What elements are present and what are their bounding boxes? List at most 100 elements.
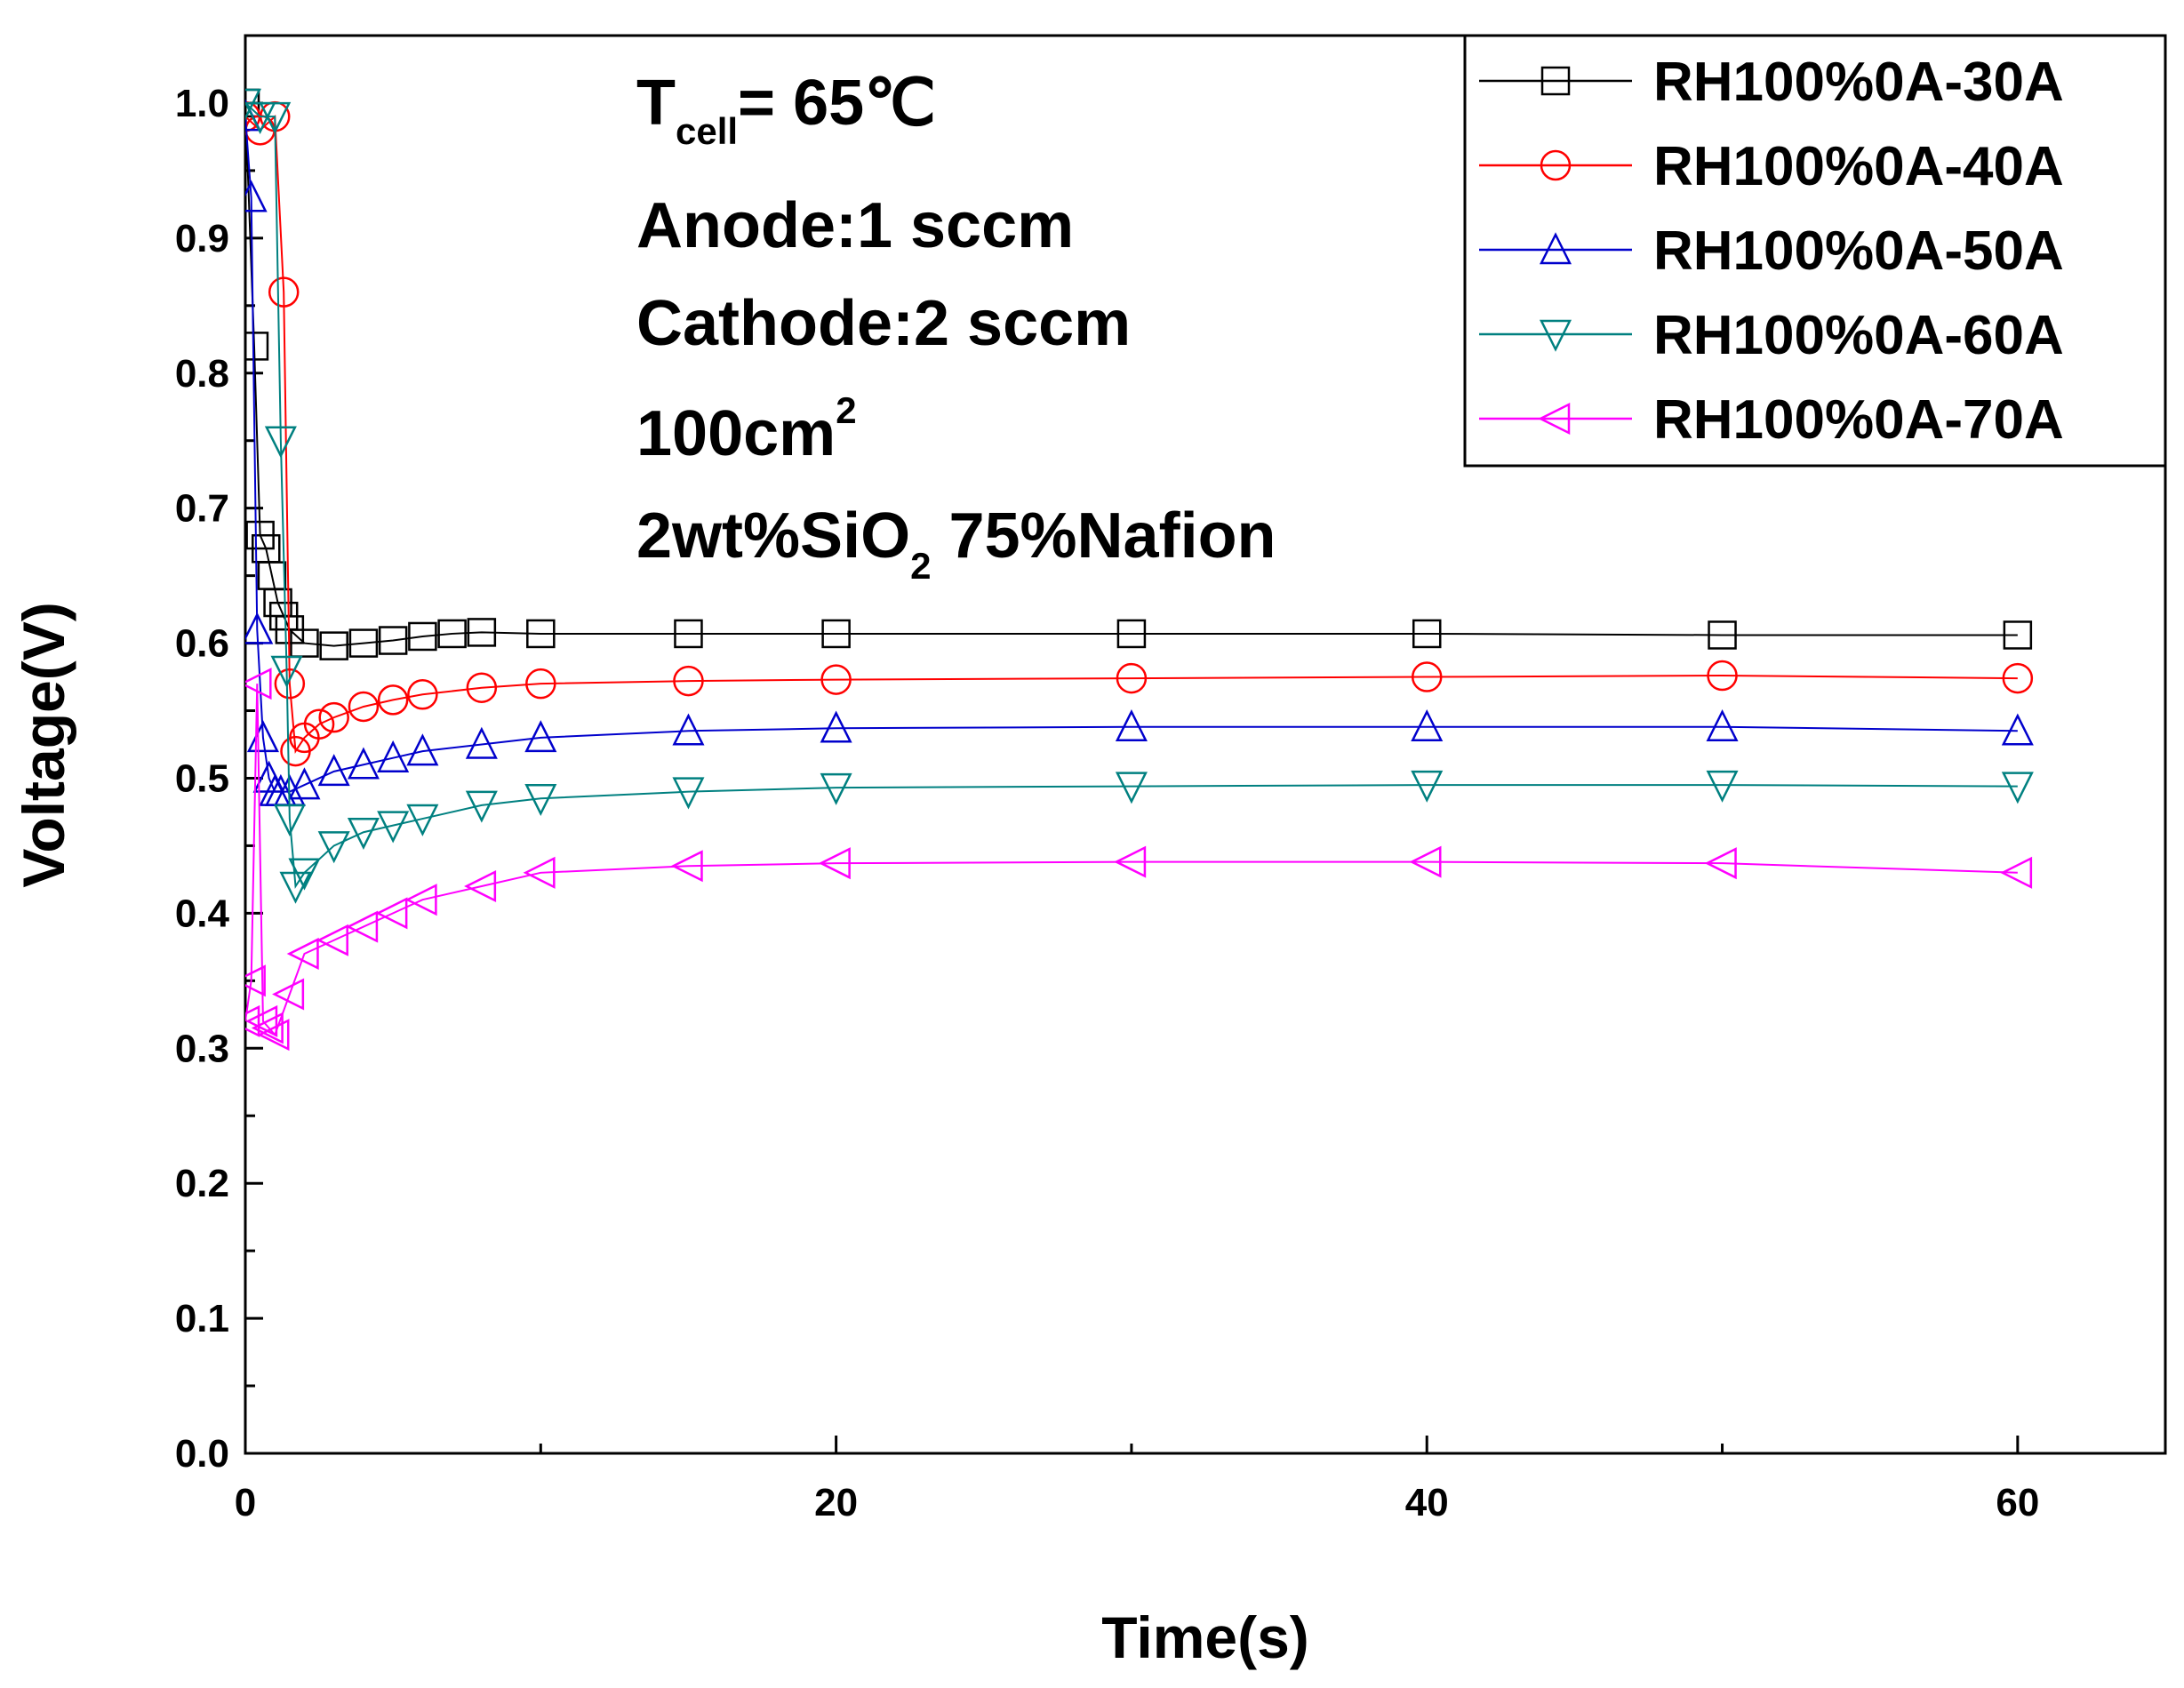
x-tick-label: 40 bbox=[1405, 1481, 1449, 1524]
data-point bbox=[279, 871, 312, 904]
legend-marker bbox=[1539, 319, 1572, 352]
data-point bbox=[465, 726, 498, 759]
series-layer bbox=[245, 88, 2034, 1052]
data-point bbox=[524, 784, 557, 817]
data-point bbox=[465, 790, 498, 823]
data-point bbox=[404, 884, 437, 916]
data-point bbox=[1115, 708, 1148, 742]
data-point bbox=[317, 754, 350, 787]
legend-item: RH100%0A-60A bbox=[1479, 305, 2064, 366]
data-point bbox=[1116, 662, 1148, 694]
data-point bbox=[1704, 847, 1737, 880]
legend-marker bbox=[1539, 232, 1572, 265]
data-point bbox=[259, 101, 292, 134]
data-point bbox=[526, 619, 556, 649]
legend-marker bbox=[1540, 149, 1572, 181]
data-point bbox=[408, 621, 437, 652]
data-point bbox=[1114, 845, 1147, 878]
data-point bbox=[1409, 845, 1442, 878]
legend-marker bbox=[1540, 66, 1571, 96]
data-point bbox=[406, 804, 439, 836]
legend-label: RH100%0A-40A bbox=[1653, 136, 2064, 197]
data-point bbox=[272, 978, 305, 1011]
y-tick-label: 0.6 bbox=[175, 622, 229, 666]
axis-ticks: 0.0 0.1 0.2 0.3 0.4 0.5 0.6 0.7 0.8 0.9 1.0 0 20 40 60 bbox=[175, 82, 2039, 1524]
data-point bbox=[523, 856, 556, 889]
legend-item: RH100%0A-50A bbox=[1479, 220, 2064, 282]
data-point bbox=[672, 777, 705, 810]
legend-item: RH100%0A-70A bbox=[1479, 389, 2064, 451]
data-point bbox=[303, 708, 335, 740]
data-point bbox=[820, 664, 852, 695]
data-point bbox=[1706, 708, 1739, 742]
data-point bbox=[245, 1004, 260, 1037]
data-point bbox=[245, 668, 272, 700]
data-point bbox=[1115, 772, 1148, 804]
legend-label: RH100%0A-30A bbox=[1653, 52, 2064, 113]
data-point bbox=[670, 850, 703, 883]
data-point bbox=[290, 628, 319, 658]
data-point bbox=[245, 180, 268, 212]
y-tick-label: 0.7 bbox=[175, 487, 229, 531]
data-point bbox=[378, 626, 408, 655]
data-point bbox=[347, 817, 380, 851]
data-point bbox=[268, 276, 300, 308]
y-tick-label: 0.0 bbox=[175, 1432, 229, 1476]
data-point bbox=[317, 831, 350, 864]
cell-temperature-annotation: Tcell= 65℃ bbox=[636, 68, 936, 152]
y-tick-label: 1.0 bbox=[175, 82, 229, 125]
data-point bbox=[264, 426, 297, 459]
data-point bbox=[316, 924, 348, 956]
y-tick-label: 0.4 bbox=[175, 892, 230, 935]
data-point bbox=[346, 910, 379, 943]
data-point bbox=[466, 672, 498, 703]
data-point bbox=[348, 628, 379, 658]
data-point bbox=[1411, 708, 1444, 742]
x-tick-label: 0 bbox=[235, 1481, 256, 1524]
data-point bbox=[467, 618, 497, 647]
data-point bbox=[2000, 856, 2033, 889]
data-point bbox=[524, 720, 557, 753]
legend-item: RH100%0A-30A bbox=[1479, 52, 2064, 113]
data-point bbox=[288, 767, 321, 800]
data-point bbox=[377, 811, 410, 844]
y-tick-label: 0.9 bbox=[175, 217, 229, 260]
data-point bbox=[1707, 660, 1738, 692]
data-point bbox=[2001, 713, 2034, 746]
data-point bbox=[406, 733, 439, 766]
y-tick-label: 0.3 bbox=[175, 1027, 229, 1070]
data-point bbox=[377, 684, 409, 716]
data-point bbox=[273, 804, 306, 836]
anode-flow-annotation: Anode:1 sccm bbox=[636, 190, 1074, 261]
plot-frame bbox=[244, 34, 2167, 1455]
data-point bbox=[2001, 772, 2034, 804]
series-line bbox=[245, 102, 2018, 889]
y-tick-label: 0.2 bbox=[175, 1162, 229, 1205]
membrane-annotation: 2wt%SiO2 75%Nafion bbox=[636, 500, 1276, 587]
data-point bbox=[1411, 661, 1443, 692]
data-point bbox=[464, 869, 497, 903]
series-rh100-0a-50a bbox=[245, 99, 2034, 806]
data-point bbox=[377, 740, 410, 772]
data-point bbox=[245, 964, 266, 997]
data-point bbox=[437, 619, 467, 649]
data-point bbox=[820, 772, 852, 805]
data-point bbox=[525, 668, 556, 700]
series-line bbox=[245, 684, 2018, 1037]
data-point bbox=[1411, 770, 1444, 803]
data-point bbox=[674, 619, 703, 649]
data-point bbox=[288, 858, 321, 891]
data-point bbox=[375, 897, 408, 930]
data-point bbox=[245, 612, 274, 644]
data-point bbox=[318, 701, 349, 733]
y-tick-label: 0.8 bbox=[175, 352, 229, 396]
data-point bbox=[1708, 620, 1737, 650]
y-tick-label: 0.1 bbox=[175, 1297, 229, 1340]
y-axis-title: Voltage(V) bbox=[11, 602, 76, 887]
y-tick-label: 0.5 bbox=[175, 756, 229, 800]
cathode-flow-annotation: Cathode:2 sccm bbox=[636, 288, 1131, 359]
data-point bbox=[245, 1004, 278, 1037]
data-point bbox=[818, 847, 851, 880]
legend-item: RH100%0A-40A bbox=[1479, 136, 2064, 197]
